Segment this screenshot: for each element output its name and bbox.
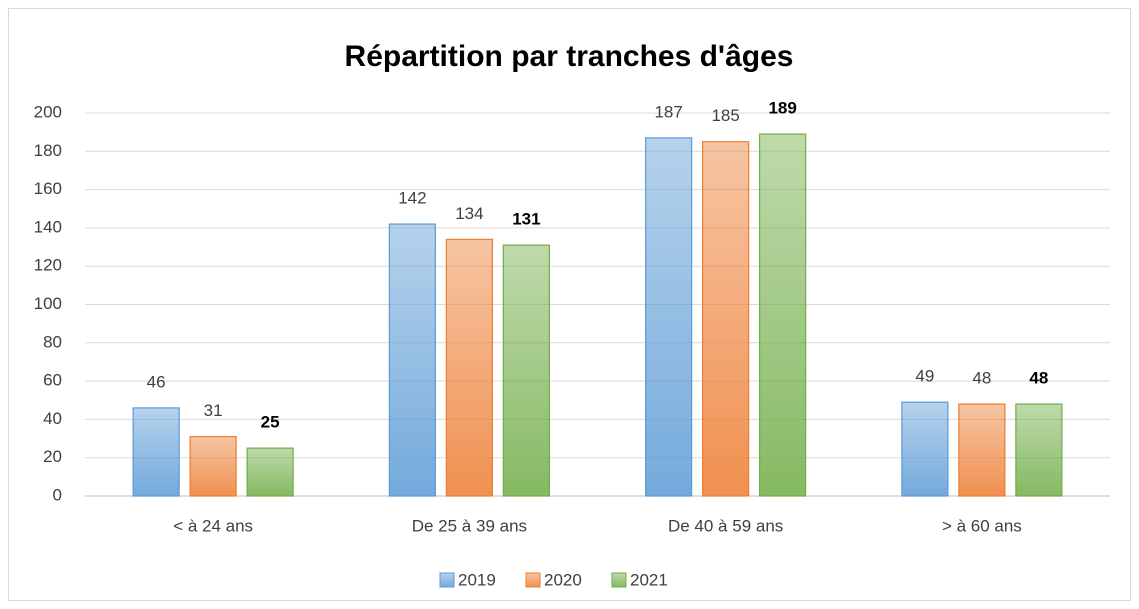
bar [246, 447, 294, 497]
x-tick-label: De 40 à 59 ans [668, 516, 783, 535]
x-tick-label: < à 24 ans [173, 516, 253, 535]
y-tick-label: 100 [34, 294, 62, 313]
bar [759, 133, 807, 497]
data-label: 134 [455, 204, 483, 223]
y-tick-label: 60 [43, 371, 62, 390]
legend-swatch [439, 572, 455, 588]
legend-label: 2019 [458, 570, 496, 589]
data-label: 187 [654, 102, 682, 121]
data-label: 31 [204, 401, 223, 420]
bar [702, 141, 750, 497]
legend-swatch [525, 572, 541, 588]
bar [502, 244, 550, 497]
bar [189, 436, 237, 497]
y-tick-label: 200 [34, 102, 62, 121]
legend-label: 2021 [630, 570, 668, 589]
data-label: 131 [512, 210, 540, 229]
bar [445, 238, 493, 497]
data-label: 142 [398, 189, 426, 208]
y-tick-label: 140 [34, 217, 62, 236]
legend-label: 2020 [544, 570, 582, 589]
bar [901, 401, 949, 497]
data-label: 49 [915, 367, 934, 386]
bar [1015, 403, 1063, 497]
bar [958, 403, 1006, 497]
x-tick-label: > à 60 ans [942, 516, 1022, 535]
data-label: 25 [261, 413, 280, 432]
chart-title: Répartition par tranches d'âges [345, 40, 794, 73]
bar [132, 407, 180, 497]
legend-swatch [611, 572, 627, 588]
data-label: 189 [768, 99, 796, 118]
y-tick-label: 0 [53, 485, 62, 504]
y-tick-label: 120 [34, 256, 62, 275]
data-label: 185 [711, 106, 739, 125]
y-tick-label: 80 [43, 332, 62, 351]
bar [388, 223, 436, 497]
y-tick-label: 20 [43, 447, 62, 466]
x-tick-label: De 25 à 39 ans [412, 516, 527, 535]
data-label: 48 [1029, 369, 1048, 388]
y-tick-label: 180 [34, 141, 62, 160]
y-tick-label: 40 [43, 409, 62, 428]
data-label: 48 [972, 369, 991, 388]
data-label: 46 [147, 372, 166, 391]
y-tick-label: 160 [34, 179, 62, 198]
bar [645, 137, 693, 497]
